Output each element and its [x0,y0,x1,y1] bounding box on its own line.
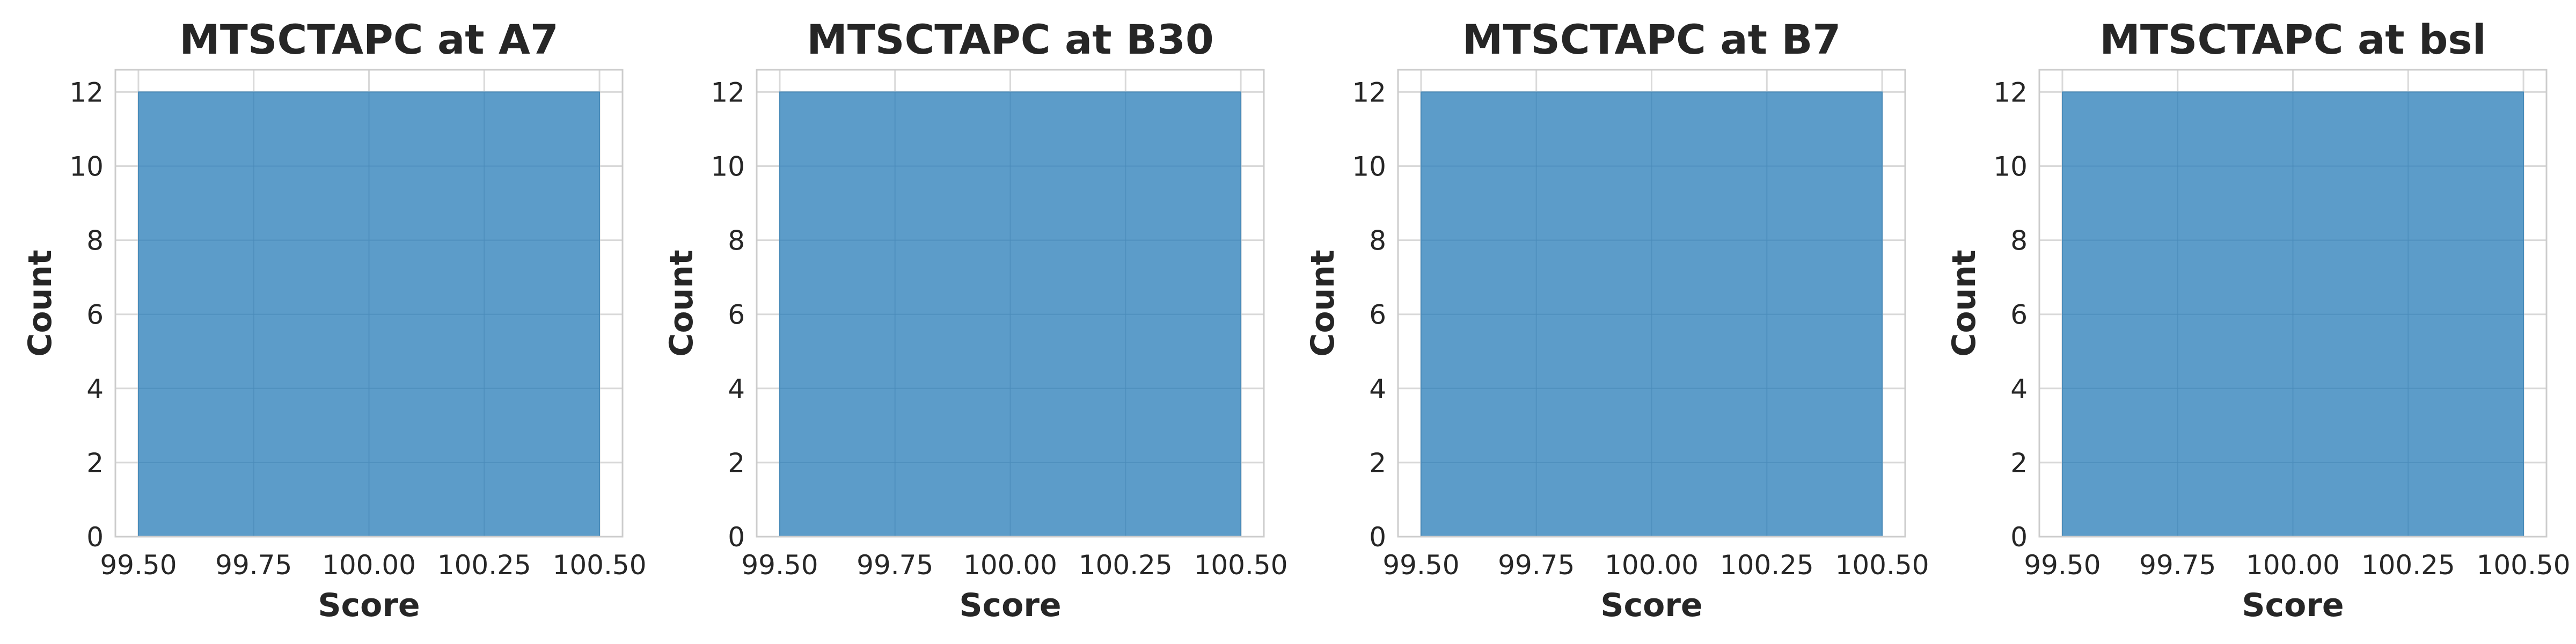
x-axis-label: Score [959,587,1061,624]
y-tick-label: 2 [728,448,745,479]
y-tick-label: 0 [1369,522,1386,553]
chart-title: MTSCTAPC at B7 [1462,16,1841,63]
y-tick-label: 6 [2010,299,2028,331]
y-tick-label: 2 [2010,448,2028,479]
x-tick-label: 100.50 [1835,550,1929,581]
y-tick-label: 2 [86,448,104,479]
x-tick-label: 100.25 [2361,550,2455,581]
x-tick-label: 100.00 [322,550,416,581]
chart-panel-3: 0 2 4 6 8 10 12 99.50 99.75 100.00 100.25 100.50 MTS… [1304,16,1929,624]
x-tick-label: 100.50 [2477,550,2571,581]
y-tick-label: 0 [2010,522,2028,553]
x-tick-label: 100.25 [437,550,531,581]
x-tick-label: 100.50 [1194,550,1288,581]
x-tick-label: 99.50 [741,550,818,581]
x-tick-label: 99.75 [857,550,933,581]
y-tick-label: 6 [728,299,745,331]
chart-panel-1: 0 2 4 6 8 10 12 99.50 99.75 100.00 100.25 100.50 MTS… [21,16,647,624]
y-axis-label: Count [1945,250,1983,356]
y-tick-label: 10 [1352,151,1386,182]
chart-title: MTSCTAPC at A7 [179,16,558,63]
y-tick-label: 4 [728,374,745,405]
x-tick-label: 100.00 [2246,550,2340,581]
plot-frame [114,69,624,538]
x-tick-label: 100.00 [1605,550,1699,581]
plot-frame [756,69,1265,538]
y-tick-label: 0 [86,522,104,553]
x-tick-label: 99.50 [2024,550,2101,581]
x-tick-label: 99.75 [1498,550,1575,581]
y-tick-label: 8 [2010,225,2028,257]
x-axis-label: Score [2242,587,2344,624]
y-tick-label: 8 [86,225,104,257]
x-tick-label: 100.25 [1720,550,1814,581]
y-tick-label: 12 [69,77,104,108]
y-tick-label: 12 [1352,77,1386,108]
y-axis-label: Count [21,250,59,356]
y-axis-label: Count [1304,250,1342,356]
y-tick-label: 4 [86,374,104,405]
y-tick-label: 8 [728,225,745,257]
y-tick-label: 10 [1993,151,2028,182]
chart-panel-4: 0 2 4 6 8 10 12 99.50 99.75 100.00 100.25 100.50 MTS… [1945,16,2571,624]
chart-panel-2: 0 2 4 6 8 10 12 99.50 99.75 100.00 100.25 100.50 MTS… [663,16,1288,624]
x-tick-label: 100.50 [553,550,647,581]
y-axis-label: Count [663,250,700,356]
chart-title: MTSCTAPC at B30 [807,16,1213,63]
y-tick-label: 2 [1369,448,1386,479]
x-tick-label: 100.25 [1079,550,1173,581]
y-tick-label: 4 [1369,374,1386,405]
y-tick-label: 6 [1369,299,1386,331]
y-tick-label: 0 [728,522,745,553]
y-tick-label: 12 [711,77,745,108]
plot-frame [1397,69,1906,538]
y-tick-label: 6 [86,299,104,331]
y-tick-label: 8 [1369,225,1386,257]
plot-frame [2038,69,2548,538]
y-tick-label: 12 [1993,77,2028,108]
x-axis-label: Score [318,587,420,624]
y-tick-label: 10 [69,151,104,182]
x-tick-label: 99.75 [215,550,292,581]
x-tick-label: 99.75 [2139,550,2216,581]
y-tick-label: 4 [2010,374,2028,405]
x-tick-label: 99.50 [1382,550,1459,581]
chart-title: MTSCTAPC at bsl [2099,16,2486,63]
x-axis-label: Score [1600,587,1702,624]
x-tick-label: 100.00 [963,550,1057,581]
x-tick-label: 99.50 [100,550,177,581]
y-tick-label: 10 [711,151,745,182]
